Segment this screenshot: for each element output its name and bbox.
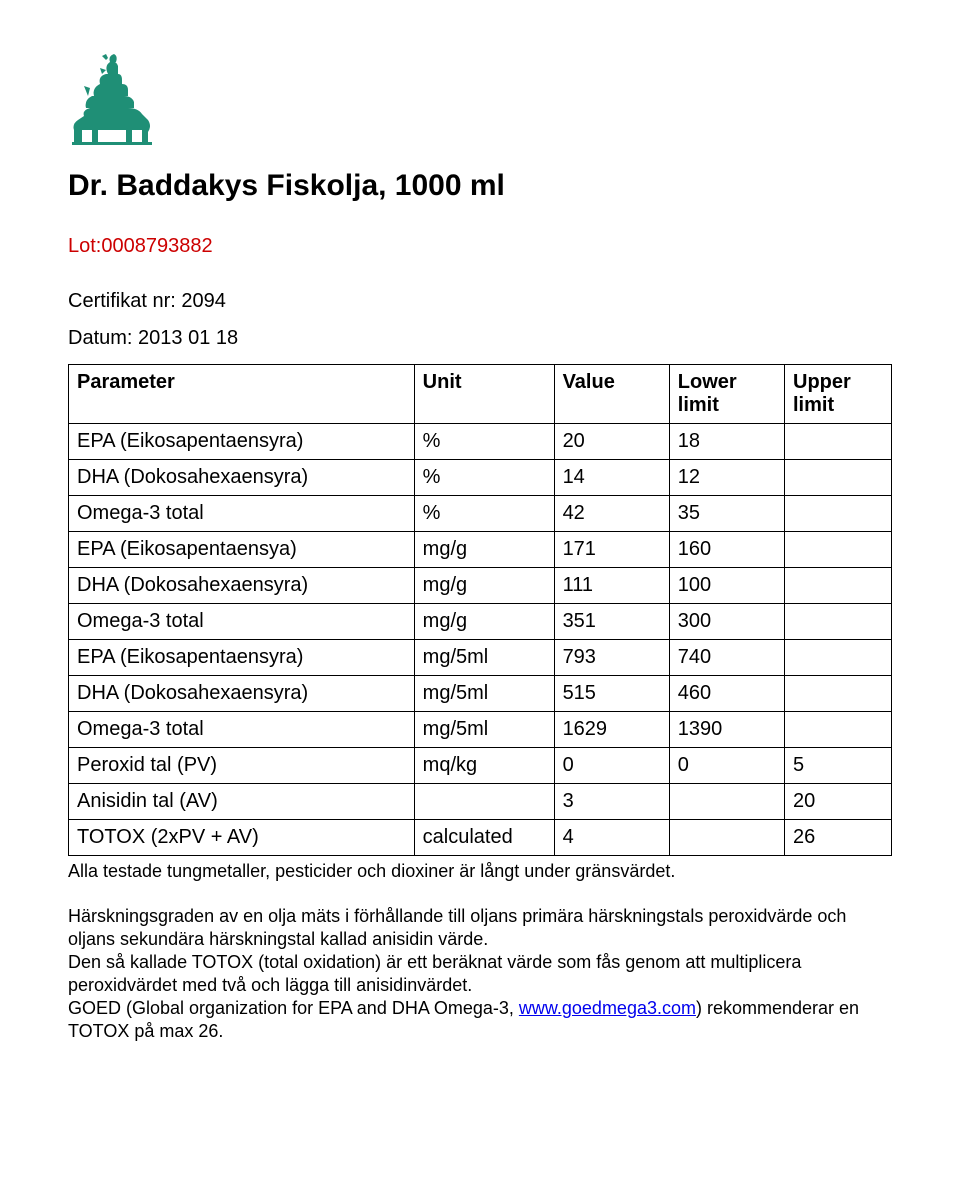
col-parameter: Parameter xyxy=(69,365,415,424)
spec-table: Parameter Unit Value Lower limit Upper l… xyxy=(68,364,892,856)
table-cell: 12 xyxy=(669,460,784,496)
table-cell xyxy=(414,784,554,820)
table-cell: 3 xyxy=(554,784,669,820)
table-cell: 4 xyxy=(554,820,669,856)
table-cell: 171 xyxy=(554,532,669,568)
table-cell: mg/g xyxy=(414,604,554,640)
paragraph-rancidity: Härskningsgraden av en olja mäts i förhå… xyxy=(68,905,892,951)
table-cell: 111 xyxy=(554,568,669,604)
table-cell: % xyxy=(414,460,554,496)
table-cell: 460 xyxy=(669,676,784,712)
table-cell xyxy=(785,640,892,676)
table-cell: Peroxid tal (PV) xyxy=(69,748,415,784)
explanatory-text: Härskningsgraden av en olja mäts i förhå… xyxy=(68,905,892,1043)
col-unit: Unit xyxy=(414,365,554,424)
table-cell: 0 xyxy=(554,748,669,784)
table-row: DHA (Dokosahexaensyra)%1412 xyxy=(69,460,892,496)
table-cell: TOTOX (2xPV + AV) xyxy=(69,820,415,856)
table-cell xyxy=(669,820,784,856)
table-cell xyxy=(669,784,784,820)
table-cell: EPA (Eikosapentaensyra) xyxy=(69,424,415,460)
table-cell: 160 xyxy=(669,532,784,568)
table-row: Omega-3 totalmg/5ml16291390 xyxy=(69,712,892,748)
table-cell: 1629 xyxy=(554,712,669,748)
table-row: Omega-3 total%4235 xyxy=(69,496,892,532)
table-cell xyxy=(785,496,892,532)
table-cell: DHA (Dokosahexaensyra) xyxy=(69,460,415,496)
table-row: EPA (Eikosapentaensyra)%2018 xyxy=(69,424,892,460)
goed-pre: GOED (Global organization for EPA and DH… xyxy=(68,998,519,1018)
table-cell: Anisidin tal (AV) xyxy=(69,784,415,820)
table-caption: Alla testade tungmetaller, pesticider oc… xyxy=(68,860,892,883)
table-cell: 14 xyxy=(554,460,669,496)
paragraph-goed: GOED (Global organization for EPA and DH… xyxy=(68,997,892,1043)
table-cell: 100 xyxy=(669,568,784,604)
table-cell: EPA (Eikosapentaensya) xyxy=(69,532,415,568)
table-cell: 793 xyxy=(554,640,669,676)
table-cell: mg/g xyxy=(414,568,554,604)
table-cell: mg/g xyxy=(414,532,554,568)
table-row: Anisidin tal (AV) 3 20 xyxy=(69,784,892,820)
table-cell: Omega-3 total xyxy=(69,604,415,640)
table-row: TOTOX (2xPV + AV)calculated4 26 xyxy=(69,820,892,856)
table-cell xyxy=(785,568,892,604)
table-cell: 42 xyxy=(554,496,669,532)
table-row: Peroxid tal (PV)mq/kg005 xyxy=(69,748,892,784)
date-line: Datum: 2013 01 18 xyxy=(68,327,892,350)
paragraph-totox: Den så kallade TOTOX (total oxidation) ä… xyxy=(68,951,892,997)
table-header-row: Parameter Unit Value Lower limit Upper l… xyxy=(69,365,892,424)
table-cell: mg/5ml xyxy=(414,676,554,712)
goed-link[interactable]: www.goedmega3.com xyxy=(519,998,696,1018)
table-cell: EPA (Eikosapentaensyra) xyxy=(69,640,415,676)
table-cell: 20 xyxy=(554,424,669,460)
table-row: EPA (Eikosapentaensya)mg/g171160 xyxy=(69,532,892,568)
table-row: EPA (Eikosapentaensyra)mg/5ml793740 xyxy=(69,640,892,676)
table-cell: 18 xyxy=(669,424,784,460)
table-row: DHA (Dokosahexaensyra)mg/5ml515460 xyxy=(69,676,892,712)
table-cell: 740 xyxy=(669,640,784,676)
table-cell: Omega-3 total xyxy=(69,496,415,532)
table-cell: 5 xyxy=(785,748,892,784)
table-cell: 35 xyxy=(669,496,784,532)
table-cell: % xyxy=(414,496,554,532)
table-cell: 351 xyxy=(554,604,669,640)
col-upper: Upper limit xyxy=(785,365,892,424)
table-cell: 300 xyxy=(669,604,784,640)
page-title: Dr. Baddakys Fiskolja, 1000 ml xyxy=(68,169,892,203)
lot-number: Lot:0008793882 xyxy=(68,235,892,258)
table-cell xyxy=(785,424,892,460)
table-cell: mg/5ml xyxy=(414,712,554,748)
table-row: Omega-3 totalmg/g351300 xyxy=(69,604,892,640)
certificate-number: Certifikat nr: 2094 xyxy=(68,290,892,313)
table-cell xyxy=(785,712,892,748)
table-cell: DHA (Dokosahexaensyra) xyxy=(69,676,415,712)
table-cell: 0 xyxy=(669,748,784,784)
table-cell xyxy=(785,532,892,568)
table-cell: % xyxy=(414,424,554,460)
table-cell: mq/kg xyxy=(414,748,554,784)
table-cell xyxy=(785,676,892,712)
table-cell: calculated xyxy=(414,820,554,856)
table-cell: 1390 xyxy=(669,712,784,748)
table-cell: 26 xyxy=(785,820,892,856)
table-cell: Omega-3 total xyxy=(69,712,415,748)
logo-stacked-animals xyxy=(68,30,892,151)
table-cell: 20 xyxy=(785,784,892,820)
table-cell: DHA (Dokosahexaensyra) xyxy=(69,568,415,604)
table-cell: mg/5ml xyxy=(414,640,554,676)
table-cell xyxy=(785,460,892,496)
col-value: Value xyxy=(554,365,669,424)
col-lower: Lower limit xyxy=(669,365,784,424)
table-cell xyxy=(785,604,892,640)
table-row: DHA (Dokosahexaensyra)mg/g111100 xyxy=(69,568,892,604)
table-cell: 515 xyxy=(554,676,669,712)
